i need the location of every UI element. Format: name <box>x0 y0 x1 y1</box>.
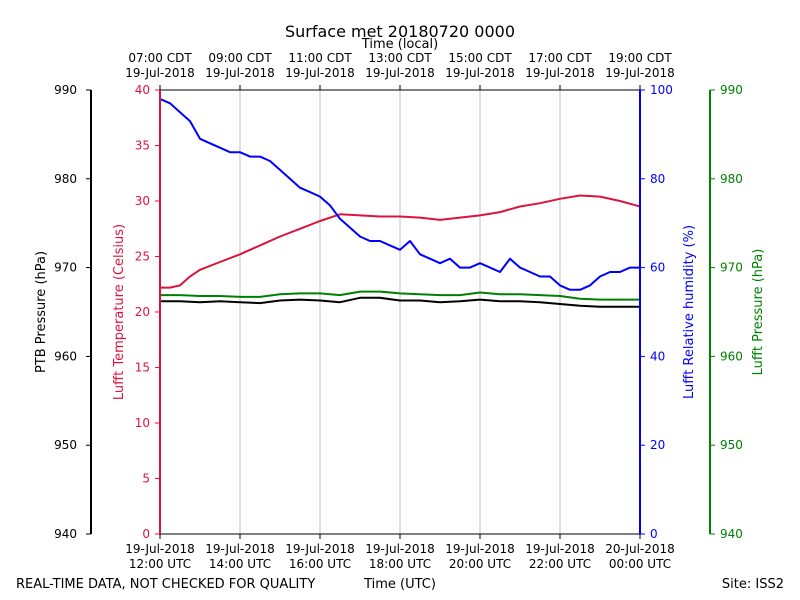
series-group <box>159 97 641 308</box>
x-bottom-tick-time: 16:00 UTC <box>289 557 351 571</box>
x-top-tick-time: 11:00 CDT <box>288 51 352 65</box>
x-bottom-tick-date: 19-Jul-2018 <box>365 542 435 556</box>
temp-tick-label: 15 <box>135 361 150 375</box>
lufft-pressure-tick-label: 960 <box>720 349 743 363</box>
x-top-tick-date: 19-Jul-2018 <box>205 66 275 80</box>
x-bottom-tick-time: 20:00 UTC <box>449 557 511 571</box>
ptb-tick-label: 950 <box>54 438 77 452</box>
temp-tick-label: 20 <box>135 305 150 319</box>
rh-axis-title: Lufft Relative humidity (%) <box>682 225 697 399</box>
x-bottom-tick-date: 19-Jul-2018 <box>125 542 195 556</box>
x-bottom-tick-date: 20-Jul-2018 <box>605 542 675 556</box>
chart-title: Surface met 20180720 0000 <box>285 22 515 41</box>
rh-tick-label: 60 <box>650 261 665 275</box>
gridlines <box>239 90 561 534</box>
x-top-tick-date: 19-Jul-2018 <box>365 66 435 80</box>
x-bottom-tick-date: 19-Jul-2018 <box>205 542 275 556</box>
temp-tick-label: 25 <box>135 250 150 264</box>
x-bottom-tick-time: 00:00 UTC <box>609 557 671 571</box>
ptb-pressure-line <box>160 296 640 308</box>
x-top-tick-time: 07:00 CDT <box>128 51 192 65</box>
ptb-tick-label: 990 <box>54 83 77 97</box>
temp-tick-label: 30 <box>135 194 150 208</box>
x-bottom-tick-time: 18:00 UTC <box>369 557 431 571</box>
temp-tick-label: 5 <box>142 472 150 486</box>
x-top-tick-date: 19-Jul-2018 <box>445 66 515 80</box>
x-top-tick-date: 19-Jul-2018 <box>125 66 195 80</box>
ptb-tick-label: 980 <box>54 172 77 186</box>
lufft-pressure-line <box>160 290 640 301</box>
x-top-tick-date: 19-Jul-2018 <box>285 66 355 80</box>
quality-disclaimer: REAL-TIME DATA, NOT CHECKED FOR QUALITY <box>16 577 315 592</box>
x-top-tick-date: 19-Jul-2018 <box>605 66 675 80</box>
x-top-tick-date: 19-Jul-2018 <box>525 66 595 80</box>
top-axis-title: Time (local) <box>361 37 438 52</box>
ptb-tick-label: 970 <box>54 261 77 275</box>
x-top-tick-time: 09:00 CDT <box>208 51 272 65</box>
lufft-pressure-axis-title: Lufft Pressure (hPa) <box>751 249 766 376</box>
rh-tick-label: 0 <box>650 527 658 541</box>
lufft-humidity-line <box>159 97 640 291</box>
x-top-tick-time: 17:00 CDT <box>528 51 592 65</box>
lufft-pressure-tick-label: 940 <box>720 527 743 541</box>
temp-tick-label: 10 <box>135 416 150 430</box>
rh-tick-label: 80 <box>650 172 665 186</box>
x-bottom-tick-date: 19-Jul-2018 <box>445 542 515 556</box>
ticks-group: 940 950 960 970 980 990 0 5 10 15 20 25 30 35 40 0 20 40 6… <box>54 51 743 571</box>
lufft-pressure-tick-label: 970 <box>720 261 743 275</box>
site-label: Site: ISS2 <box>722 577 784 592</box>
lufft-pressure-tick-label: 980 <box>720 172 743 186</box>
temp-tick-label: 0 <box>142 527 150 541</box>
axes-group <box>90 89 711 535</box>
x-bottom-tick-date: 19-Jul-2018 <box>285 542 355 556</box>
ptb-tick-label: 960 <box>54 349 77 363</box>
x-top-tick-time: 15:00 CDT <box>448 51 512 65</box>
temp-axis-title: Lufft Temperature (Celsius) <box>112 224 127 400</box>
rh-tick-label: 20 <box>650 438 665 452</box>
lufft-temperature-line <box>160 194 641 289</box>
lufft-pressure-tick-label: 990 <box>720 83 743 97</box>
x-bottom-tick-time: 12:00 UTC <box>129 557 191 571</box>
x-bottom-tick-time: 22:00 UTC <box>529 557 591 571</box>
temp-tick-label: 40 <box>135 83 150 97</box>
lufft-pressure-tick-label: 950 <box>720 438 743 452</box>
rh-tick-label: 40 <box>650 349 665 363</box>
x-bottom-tick-date: 19-Jul-2018 <box>525 542 595 556</box>
x-top-tick-time: 13:00 CDT <box>368 51 432 65</box>
temp-tick-label: 35 <box>135 139 150 153</box>
rh-tick-label: 100 <box>650 83 673 97</box>
x-axis-title: Time (UTC) <box>363 577 436 592</box>
ptb-tick-label: 940 <box>54 527 77 541</box>
ptb-axis-title: PTB Pressure (hPa) <box>34 251 49 373</box>
x-bottom-tick-time: 14:00 UTC <box>209 557 271 571</box>
x-top-tick-time: 19:00 CDT <box>608 51 672 65</box>
